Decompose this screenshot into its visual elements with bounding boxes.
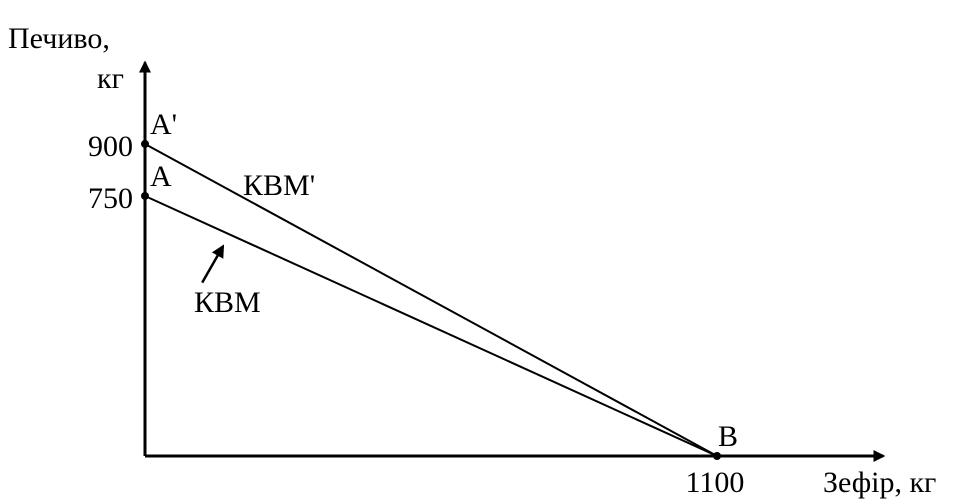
shift-arrow	[201, 244, 225, 284]
point-label-a-prime: A'	[150, 108, 177, 141]
y-axis-unit: кг	[97, 62, 124, 95]
y-axis-title: Печиво,	[8, 22, 110, 55]
point-a	[141, 191, 149, 200]
y-tick-label-750: 750	[88, 182, 133, 215]
point-label-b: B	[718, 420, 738, 453]
series-line-1	[144, 143, 718, 457]
series-line-2	[144, 195, 718, 457]
y-tick-label-900: 900	[88, 130, 133, 163]
x-axis-title: Зефір, кг	[823, 466, 936, 499]
series-label-1: КВМ'	[243, 169, 315, 202]
point-label-a: A	[150, 160, 172, 193]
x-tick-label-1100: 1100	[686, 466, 745, 499]
series-layer: КВМ' КВМ	[144, 143, 718, 457]
series-label-2: КВМ	[194, 286, 261, 319]
point-layer: A' A B	[141, 108, 738, 460]
point-b	[713, 452, 721, 460]
tick-layer: 750 900 1100	[88, 130, 744, 499]
point-a-prime	[141, 139, 149, 148]
